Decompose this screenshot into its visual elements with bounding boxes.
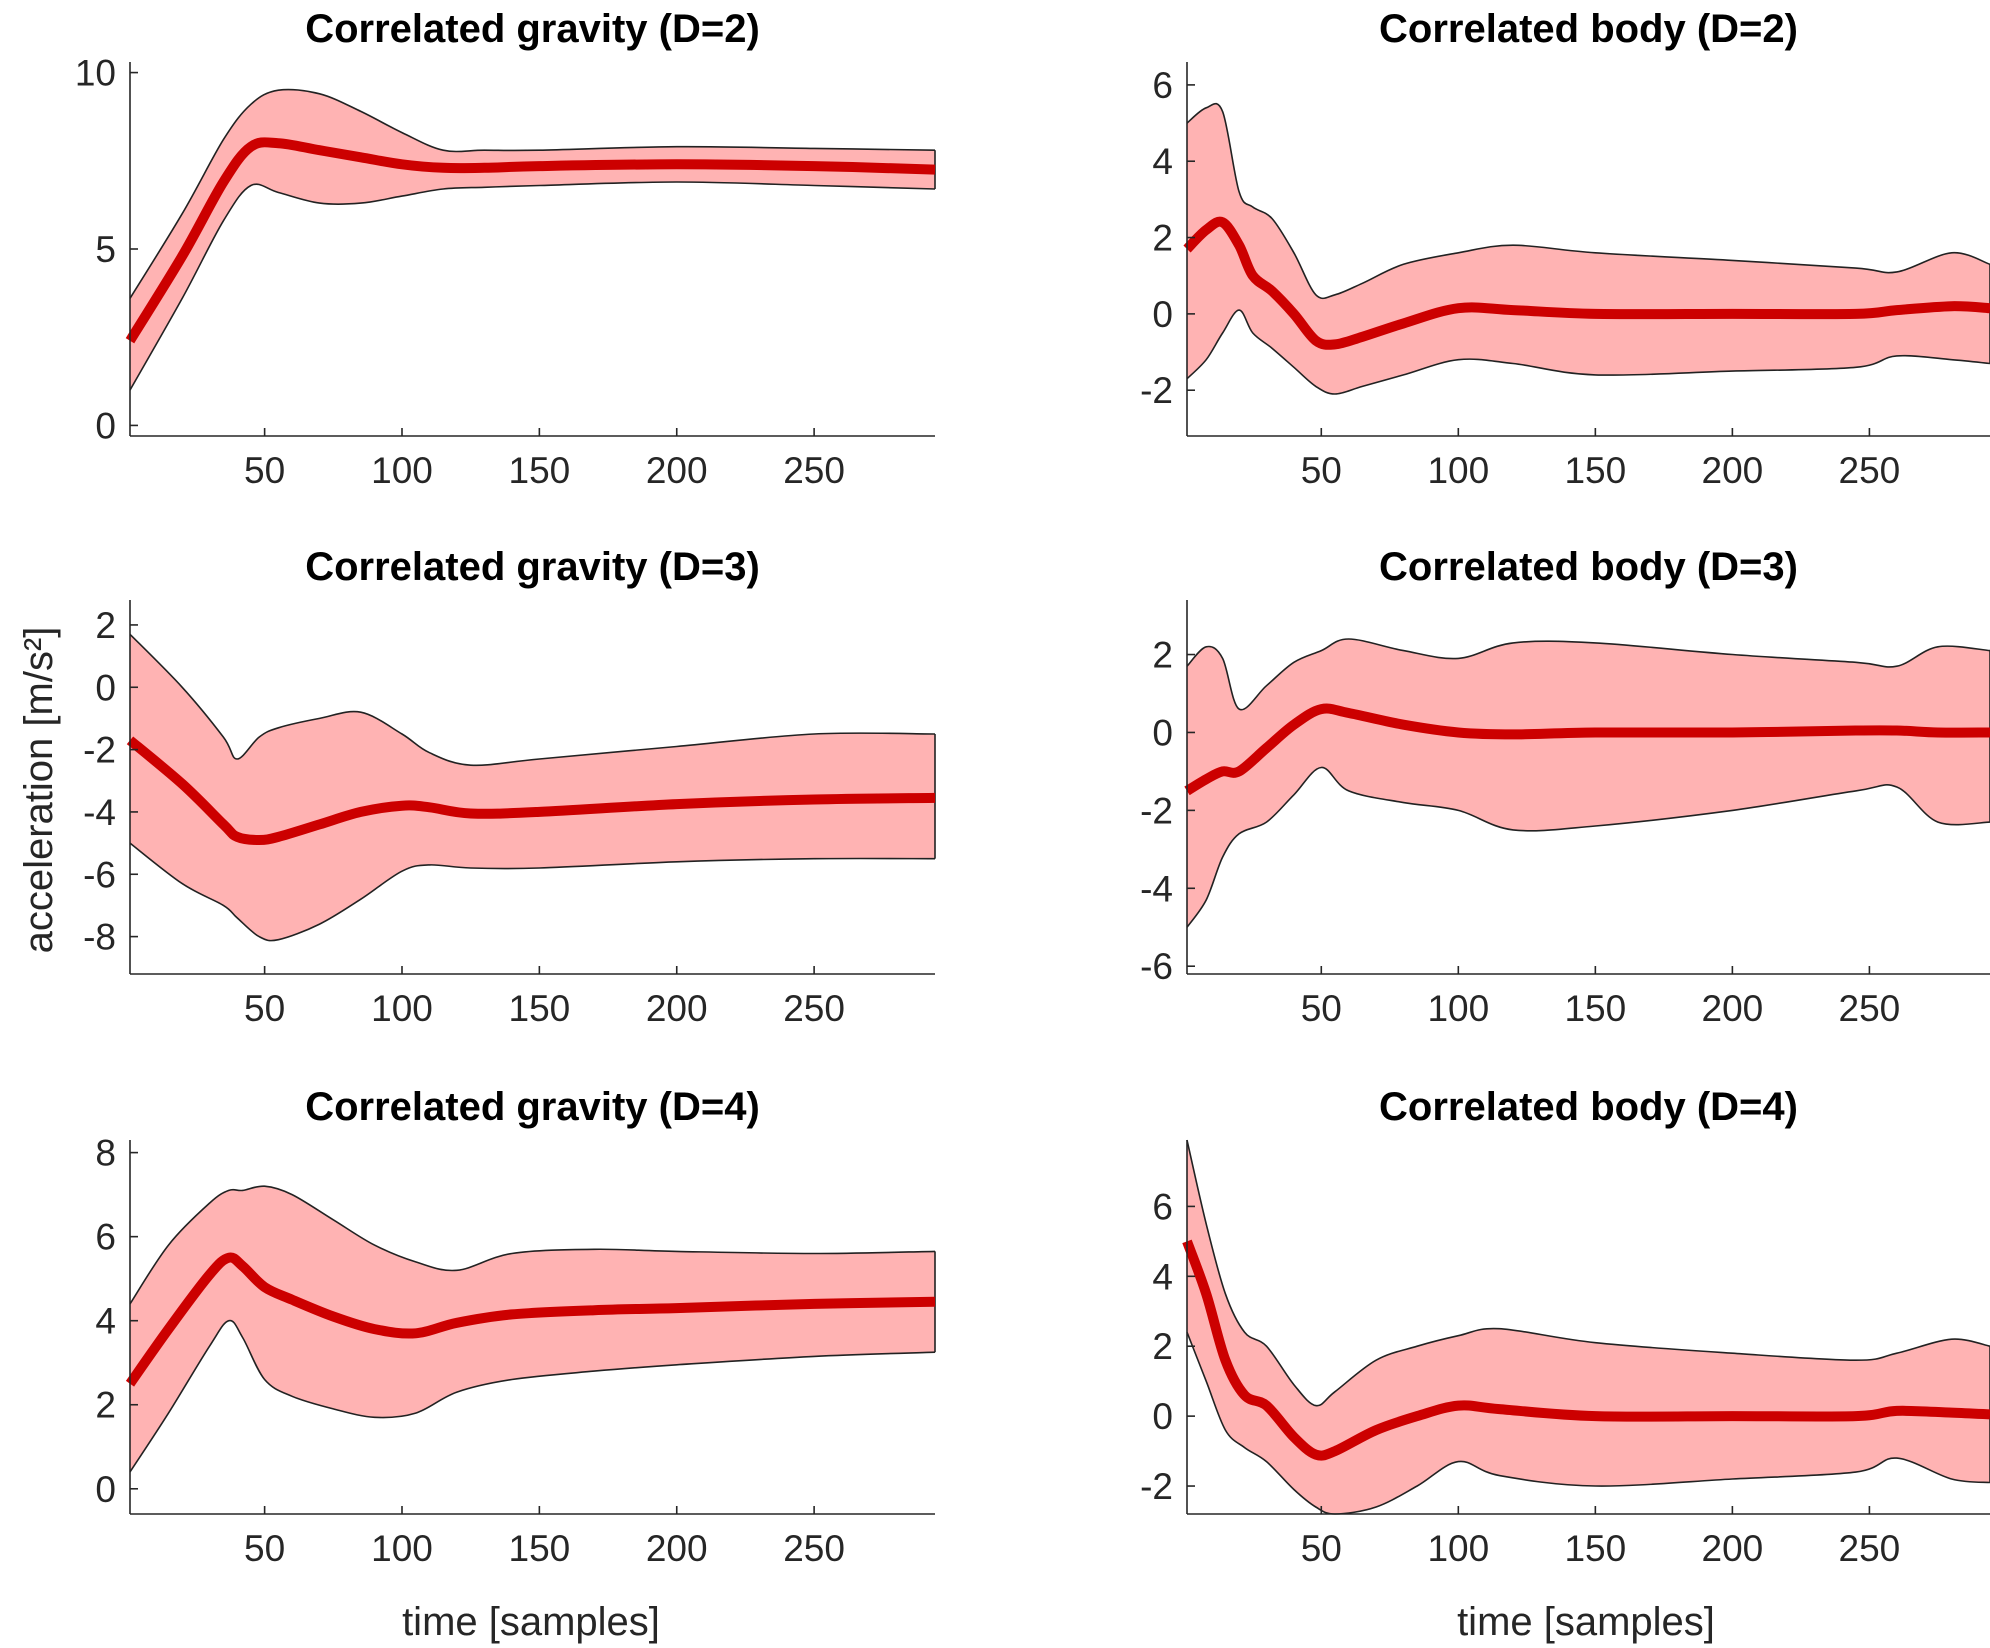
x-tick-label: 50 bbox=[244, 450, 285, 491]
band-lower-edge bbox=[1186, 309, 1990, 395]
y-tick-label: 2 bbox=[1152, 1326, 1173, 1367]
x-tick-label: 200 bbox=[646, 1528, 708, 1569]
confidence-band bbox=[1187, 639, 1990, 928]
confidence-band bbox=[1187, 103, 1990, 394]
y-tick-label: -2 bbox=[1140, 790, 1173, 831]
y-tick-label: 0 bbox=[1152, 294, 1173, 335]
y-tick-label: -4 bbox=[1140, 868, 1173, 909]
chart-title: Correlated body (D=2) bbox=[1379, 7, 1798, 51]
x-axis-label-right: time [samples] bbox=[1457, 1600, 1715, 1644]
x-tick-label: 200 bbox=[1702, 450, 1764, 491]
x-tick-label: 50 bbox=[244, 988, 285, 1029]
confidence-band bbox=[130, 89, 935, 391]
band-lower-edge bbox=[129, 181, 936, 391]
y-tick-label: 10 bbox=[75, 53, 116, 94]
y-tick-label: 6 bbox=[95, 1217, 116, 1258]
y-axis-label: acceleration [m/s²] bbox=[17, 627, 61, 954]
y-tick-label: 2 bbox=[95, 605, 116, 646]
chart-title: Correlated body (D=3) bbox=[1379, 545, 1798, 589]
y-tick-label: 2 bbox=[1152, 218, 1173, 259]
y-tick-label: 4 bbox=[95, 1301, 116, 1342]
y-tick-label: -2 bbox=[83, 730, 116, 771]
x-tick-label: 50 bbox=[244, 1528, 285, 1569]
chart-panel-5: 50 100 150 200 250 0 2 4 6 8 Correlated gravity (D… bbox=[95, 1085, 936, 1569]
chart-title: Correlated gravity (D=3) bbox=[305, 545, 760, 589]
x-axis-label-left: time [samples] bbox=[402, 1600, 660, 1644]
x-tick-label: 150 bbox=[509, 450, 571, 491]
y-tick-label: 0 bbox=[95, 1469, 116, 1510]
band-upper-edge bbox=[1186, 102, 1990, 300]
chart-title: Correlated gravity (D=4) bbox=[305, 1085, 760, 1129]
x-tick-label: 200 bbox=[646, 450, 708, 491]
chart-panel-4: 50 100 150 200 250 -6 -4 -2 0 2 Correlated body (D… bbox=[1140, 545, 1990, 1029]
band-lower-edge bbox=[129, 1319, 936, 1473]
x-tick-label: 100 bbox=[371, 988, 433, 1029]
x-tick-label: 100 bbox=[1427, 450, 1489, 491]
x-tick-label: 250 bbox=[1839, 1528, 1901, 1569]
mean-line bbox=[125, 1252, 936, 1387]
y-tick-label: 8 bbox=[95, 1133, 116, 1174]
y-tick-label: 0 bbox=[1152, 1396, 1173, 1437]
y-tick-label: 5 bbox=[95, 229, 116, 270]
mean-line bbox=[1184, 703, 1990, 796]
x-tick-label: 100 bbox=[371, 450, 433, 491]
y-tick-label: 2 bbox=[1152, 635, 1173, 676]
band-upper-edge bbox=[129, 1185, 936, 1305]
y-tick-label: 6 bbox=[1152, 65, 1173, 106]
x-tick-label: 200 bbox=[1702, 1528, 1764, 1569]
x-tick-label: 50 bbox=[1301, 1528, 1342, 1569]
x-tick-label: 150 bbox=[509, 1528, 571, 1569]
x-tick-label: 250 bbox=[1839, 988, 1901, 1029]
y-tick-label: -4 bbox=[83, 792, 116, 833]
chart-panel-1: 50 100 150 200 250 0 5 10 Correlated gravity (D=… bbox=[75, 7, 936, 491]
x-tick-label: 200 bbox=[646, 988, 708, 1029]
chart-panel-3: 50 100 150 200 250 -8 -6 -4 -2 0 2 Correlated gravi… bbox=[83, 545, 936, 1029]
y-tick-label: 6 bbox=[1152, 1186, 1173, 1227]
y-tick-label: 0 bbox=[95, 667, 116, 708]
band-upper-edge bbox=[1186, 1139, 1990, 1407]
x-tick-label: 250 bbox=[783, 988, 845, 1029]
x-tick-label: 200 bbox=[1702, 988, 1764, 1029]
x-tick-label: 100 bbox=[1427, 988, 1489, 1029]
x-tick-label: 100 bbox=[1427, 1528, 1489, 1569]
mean-line bbox=[1182, 1239, 1990, 1461]
x-tick-label: 100 bbox=[371, 1528, 433, 1569]
mean-line bbox=[125, 137, 936, 344]
y-tick-label: 2 bbox=[95, 1385, 116, 1426]
x-tick-label: 150 bbox=[1564, 988, 1626, 1029]
y-tick-label: 0 bbox=[1152, 712, 1173, 753]
x-tick-label: 50 bbox=[1301, 450, 1342, 491]
x-tick-label: 150 bbox=[509, 988, 571, 1029]
chart-title: Correlated gravity (D=2) bbox=[305, 7, 760, 51]
mean-line bbox=[126, 736, 936, 845]
chart-title: Correlated body (D=4) bbox=[1379, 1085, 1798, 1129]
y-tick-label: -2 bbox=[1140, 1466, 1173, 1507]
x-tick-label: 250 bbox=[783, 1528, 845, 1569]
x-tick-label: 250 bbox=[1839, 450, 1901, 491]
x-tick-label: 150 bbox=[1564, 450, 1626, 491]
y-tick-label: -6 bbox=[1140, 946, 1173, 987]
x-tick-label: 250 bbox=[783, 450, 845, 491]
band-lower-edge bbox=[129, 842, 936, 942]
chart-panel-2: 50 100 150 200 250 -2 0 2 4 6 Correlated body (D=2… bbox=[1140, 7, 1990, 491]
band-upper-edge bbox=[1186, 638, 1990, 711]
mean-line bbox=[1183, 216, 1990, 350]
confidence-band bbox=[130, 1186, 935, 1472]
y-tick-label: -6 bbox=[83, 854, 116, 895]
x-tick-label: 150 bbox=[1564, 1528, 1626, 1569]
band-upper-edge bbox=[129, 633, 936, 767]
band-lower-edge bbox=[1186, 766, 1990, 928]
y-tick-label: 4 bbox=[1152, 141, 1173, 182]
y-tick-label: -8 bbox=[83, 917, 116, 958]
chart-panel-6: 50 100 150 200 250 -2 0 2 4 6 Correlated body (D=4… bbox=[1140, 1085, 1990, 1569]
band-lower-edge bbox=[1186, 1331, 1990, 1515]
y-tick-label: 4 bbox=[1152, 1256, 1173, 1297]
x-tick-label: 50 bbox=[1301, 988, 1342, 1029]
y-tick-label: 0 bbox=[95, 405, 116, 446]
confidence-band bbox=[130, 634, 935, 941]
confidence-band bbox=[1187, 1140, 1990, 1514]
y-tick-label: -2 bbox=[1140, 370, 1173, 411]
band-upper-edge bbox=[129, 88, 936, 299]
